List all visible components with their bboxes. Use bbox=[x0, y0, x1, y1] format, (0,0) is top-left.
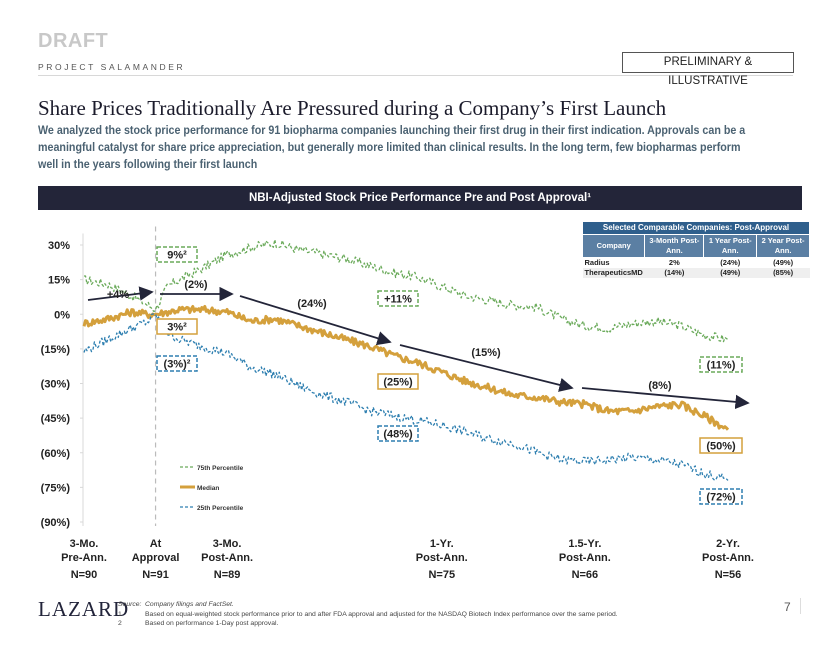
y-axis: 30% 15% 0% (15%) (30%) (45%) (60%) (75%) (90%) bbox=[41, 226, 157, 529]
annotation-box bbox=[699, 437, 743, 454]
annotation-box bbox=[156, 355, 198, 372]
col-header-company: Company bbox=[581, 234, 646, 258]
trend-arrow-label: (24%) bbox=[297, 298, 327, 310]
trend-arrow bbox=[87, 286, 154, 301]
cell-3-month: 2% bbox=[668, 258, 680, 267]
lazard-logo: LAZARD bbox=[38, 597, 130, 621]
annotation-label: (48%) bbox=[383, 429, 413, 441]
annotation-label: +11% bbox=[384, 294, 412, 306]
cell-1-year: (24%) bbox=[720, 258, 741, 267]
y-tick-label: (15%) bbox=[41, 344, 71, 356]
table-row: TherapeuticsMD (14%) (49%) (85%) bbox=[582, 268, 810, 278]
y-tick-label: 15% bbox=[48, 275, 70, 287]
preliminary-stamp: PRELIMINARY & ILLUSTRATIVE bbox=[622, 52, 794, 87]
source-label: Source: bbox=[118, 601, 142, 608]
sample-size-label: N=91 bbox=[142, 569, 169, 581]
annotation-label: (72%) bbox=[706, 492, 736, 504]
sample-size-label: N=66 bbox=[571, 569, 599, 581]
footnote-text: Based on equal-weighted stock performanc… bbox=[145, 611, 618, 618]
series-lines bbox=[82, 238, 730, 481]
trend-arrow-label: +4% bbox=[107, 289, 130, 301]
chart-title-banner: NBI-Adjusted Stock Price Performance Pre… bbox=[38, 186, 802, 210]
annotation-label: (50%) bbox=[706, 441, 736, 453]
trend-arrow bbox=[239, 295, 392, 346]
y-tick-label: 0% bbox=[54, 309, 70, 321]
annotation-label: (3%)² bbox=[164, 359, 191, 371]
trend-arrow-label: (15%) bbox=[471, 347, 501, 359]
annotation-box bbox=[156, 246, 198, 263]
cell-2-year: (49%) bbox=[773, 258, 794, 267]
x-category-label: 3-Mo. Pre-Ann. bbox=[61, 538, 107, 564]
annotation-box bbox=[377, 290, 419, 307]
series-line-25th-percentile bbox=[83, 313, 729, 481]
annotation-box bbox=[699, 488, 743, 505]
x-category-label: 3-Mo. Post-Ann. bbox=[201, 538, 254, 564]
company-name: TherapeuticsMD bbox=[582, 268, 645, 278]
cell-1-year: (49%) bbox=[703, 268, 757, 278]
annotation-label: 3%² bbox=[167, 322, 187, 334]
annotation-label: (11%) bbox=[707, 360, 736, 372]
trend-arrow-label: (2%) bbox=[184, 279, 208, 291]
sample-size-label: N=89 bbox=[213, 569, 241, 581]
footnote-number: 2 bbox=[118, 620, 122, 627]
sample-size-label: N=56 bbox=[714, 569, 742, 581]
legend: 75th Percentile Median 25th Percentile bbox=[180, 465, 244, 512]
series-line-median bbox=[82, 304, 730, 431]
annotation-box bbox=[377, 425, 419, 442]
x-category-label: 1-Yr. Post-Ann. bbox=[415, 538, 468, 564]
y-tick-label: 30% bbox=[48, 240, 70, 252]
col-header-1-year: 1 Year Post-Ann. bbox=[703, 234, 758, 258]
comparables-table-title: Selected Comparable Companies: Post-Appr… bbox=[582, 221, 810, 235]
trend-arrow bbox=[581, 387, 750, 410]
sample-size-label: N=90 bbox=[70, 569, 98, 581]
draft-label: DRAFT bbox=[38, 30, 109, 52]
annotation-label: 9%² bbox=[167, 250, 187, 262]
annotation-box bbox=[377, 373, 419, 390]
page-subtitle: We analyzed the stock price performance … bbox=[38, 125, 746, 171]
cell-2-year: (85%) bbox=[756, 268, 810, 278]
table-row: Radius 2% (24%) (49%) bbox=[583, 258, 810, 269]
comparables-table: Selected Comparable Companies: Post-Appr… bbox=[581, 221, 810, 278]
page-title: Share Prices Traditionally Are Pressured… bbox=[38, 96, 667, 120]
stock-performance-chart: 30% 15% 0% (15%) (30%) (45%) (60%) (75%) (90%) +… bbox=[41, 226, 750, 529]
x-category-label: 2-Yr. Post-Ann. bbox=[702, 538, 754, 564]
annotations: 9%² 3%² (3%)² +11% (25%) (48%) (11%) (50%) (72%) bbox=[156, 246, 743, 505]
annotation-label: (25%) bbox=[383, 377, 413, 389]
cell-3-month: (14%) bbox=[644, 268, 704, 278]
trend-arrow bbox=[399, 344, 574, 392]
footnote-number: 1 bbox=[118, 611, 122, 618]
source-text: Company filings and FactSet. bbox=[145, 601, 234, 608]
y-tick-label: (90%) bbox=[41, 517, 71, 529]
trend-arrows: +4% (2%) (24%) (15%) (8%) bbox=[87, 279, 750, 410]
legend-label: Median bbox=[197, 485, 219, 492]
source-note: Source: Company filings and FactSet. bbox=[118, 601, 234, 608]
annotation-box bbox=[156, 318, 198, 335]
x-category-label: At Approval bbox=[131, 538, 180, 564]
col-header-3-month: 3-Month Post-Ann. bbox=[644, 234, 705, 258]
series-line-75th-percentile bbox=[84, 238, 729, 343]
y-tick-label: (45%) bbox=[41, 413, 71, 425]
company-name: Radius bbox=[584, 258, 610, 267]
footnote-text: Based on performance 1-Day post approval… bbox=[145, 620, 279, 627]
y-tick-label: (75%) bbox=[41, 482, 71, 494]
legend-label: 25th Percentile bbox=[197, 505, 244, 512]
y-tick-label: (30%) bbox=[41, 379, 71, 391]
annotation-box bbox=[699, 356, 743, 373]
project-name: PROJECT SALAMANDER bbox=[38, 62, 186, 72]
trend-arrow-label: (8%) bbox=[648, 380, 672, 392]
page-number-divider bbox=[800, 598, 801, 614]
y-tick-label: (60%) bbox=[41, 448, 71, 460]
legend-label: 75th Percentile bbox=[197, 465, 244, 472]
header-divider bbox=[38, 75, 793, 76]
page-number: 7 bbox=[784, 600, 791, 614]
x-category-label: 1.5-Yr. Post-Ann. bbox=[558, 538, 611, 564]
col-header-2-year: 2 Year Post-Ann. bbox=[756, 234, 810, 258]
sample-size-label: N=75 bbox=[428, 569, 456, 581]
